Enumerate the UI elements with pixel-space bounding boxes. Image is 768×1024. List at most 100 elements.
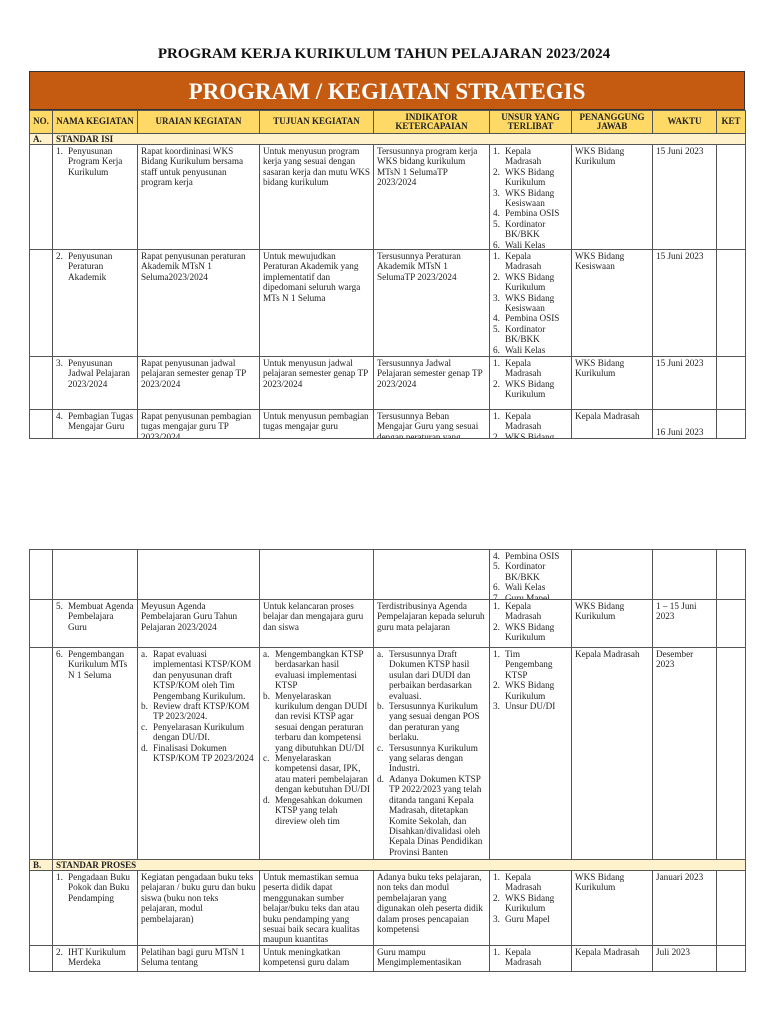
list-item: 4. Pembina OSIS — [493, 313, 568, 323]
cell-no — [29, 249, 53, 357]
list-marker: c. — [263, 753, 270, 764]
cell-indikator: Tersusunnya program kerja WKS bidang kur… — [373, 144, 490, 250]
nama-content: 1. Pengadaan Buku Pokok dan Buku Pendampi… — [53, 871, 137, 945]
list-item-text: Wali Kelas — [505, 582, 546, 593]
table-row: 4. Pembagian Tugas Mengajar Guru Rapat pen… — [29, 409, 746, 439]
list-item: 6. Wali Kelas — [493, 345, 568, 355]
list-marker: b. — [141, 701, 148, 712]
list-marker: a. — [263, 649, 270, 659]
list-item-text: Review draft KTSP/KOM TP 2023/2024. — [153, 701, 250, 722]
list-marker: a. — [141, 649, 148, 659]
cell-waktu: 15 Juni 2023 — [652, 144, 717, 250]
unsur-content: 1. Kepala Madrasah 2. WKS Bidang Kurikulum — [490, 357, 571, 409]
list-item: 7. Guru Mapel — [493, 593, 568, 599]
uraian-content: Rapat penyusunan peraturan Akademik MTsN… — [141, 251, 246, 282]
section-number: A. — [29, 133, 53, 145]
list-marker: 2. — [493, 378, 500, 389]
list-item: a. Tersusunnya Draft Dokumen KTSP hasil u… — [377, 649, 486, 701]
cell-waktu: Desember 2023 — [652, 647, 717, 860]
unsur-content: 4. Pembina OSIS 5. Kordinator BK/BKK 6. Wali … — [490, 550, 571, 599]
table-row: 2. Penyusunan Peraturan Akademik Rapat pen… — [29, 249, 746, 357]
cell-ket — [716, 356, 746, 410]
cell-no — [29, 945, 53, 972]
table-row: 1. Penyusunan Program Kerja Kurikulum Rapa… — [29, 144, 746, 250]
list-item: 2. WKS Bidang Kurikulum — [493, 893, 568, 914]
list-marker: 1. — [493, 601, 500, 611]
table-header-row: NO. NAMA KEGIATAN URAIAN KEGIATAN TUJUAN KE… — [29, 110, 746, 134]
cell-tujuan: Untuk menyusun program kerja yang sesuai… — [259, 144, 374, 250]
indikator-content: a. Tersusunnya Draft Dokumen KTSP hasil u… — [374, 648, 489, 859]
indikator-content: Tersusunnya Jadwal Pelajaran semester ge… — [377, 358, 483, 389]
list-marker: 2. — [493, 621, 500, 632]
list-item: b. Review draft KTSP/KOM TP 2023/2024. — [141, 701, 256, 722]
penanggung-content: Kepala Madrasah — [575, 947, 640, 957]
cell-no — [29, 549, 53, 600]
cell-unsur: 1. Tim Pengembang KTSP 2. WKS Bidang Kuriku… — [489, 647, 572, 860]
list-marker: 3. — [493, 187, 500, 198]
list-marker: 2. — [493, 680, 500, 691]
penanggung-content: WKS Bidang Kesiswaan — [575, 251, 625, 272]
column-header: NO. — [29, 110, 53, 134]
cell-uraian: Rapat koordininasi WKS Bidang Kurikulum … — [137, 144, 260, 250]
section-label-text: STANDAR PROSES — [56, 860, 137, 870]
list-item-text: IHT Kurikulum Merdeka — [68, 947, 126, 968]
table-row: 4. Pembina OSIS 5. Kordinator BK/BKK 6. Wali … — [29, 549, 746, 600]
list-marker: b. — [263, 690, 270, 701]
cell-unsur: 4. Pembina OSIS 5. Kordinator BK/BKK 6. Wali … — [489, 549, 572, 600]
list-item-text: WKS Bidang Kurikulum — [505, 892, 555, 914]
cell-no — [29, 647, 53, 860]
cell-no — [29, 144, 53, 250]
section-row: A. STANDAR ISI — [29, 133, 746, 145]
cell-waktu: Juli 2023 — [652, 945, 717, 972]
waktu-content: 16 Juni 2023 — [656, 427, 704, 437]
list-item-text: Kepala Madrasah — [505, 601, 542, 622]
indikator-content: Tersusunnya Beban Mengajar Guru yang ses… — [377, 411, 479, 438]
cell-unsur: 1. Kepala Madrasah 2. WKS Bidang Kurikulum — [489, 599, 572, 648]
unsur-content: 1. Kepala Madrasah — [490, 946, 571, 971]
list-marker: 6. — [493, 344, 500, 355]
cell-nama: 2. IHT Kurikulum Merdeka — [52, 945, 138, 972]
table-row: 5. Membuat Agenda Pembelajara Guru Meyusun… — [29, 599, 746, 648]
list-marker: 3. — [493, 701, 500, 712]
cell-no — [29, 599, 53, 648]
list-item-text: Tersusunnya Draft Dokumen KTSP hasil usu… — [389, 649, 472, 701]
list-item-text: Penyusunan Program Kerja Kurikulum — [68, 146, 123, 177]
list-item-text: Tersusunnya Kurikulum yang sesuai dengan… — [389, 701, 480, 743]
list-marker: d. — [141, 742, 148, 753]
cell-indikator: Tersusunnya Peraturan Akademik MTsN 1 Se… — [373, 249, 490, 357]
list-item: 1. Tim Pengembang KTSP — [493, 649, 568, 680]
list-marker: c. — [377, 742, 384, 753]
list-item-text: Mengesahkan dokumen KTSP yang telah dire… — [275, 794, 363, 826]
ket-content — [717, 946, 745, 971]
cell-tujuan: Untuk memastikan semua peserta didik dap… — [259, 870, 374, 946]
list-item: 3. WKS Bidang Kesiswaan — [493, 293, 568, 314]
column-header: URAIAN KEGIATAN — [137, 110, 260, 134]
cell-penanggung: Kepala Madrasah — [571, 647, 653, 860]
ket-content — [717, 145, 745, 249]
list-item: 3. Guru Mapel — [493, 914, 568, 924]
cell-ket — [716, 549, 746, 600]
cell-uraian: Rapat penyusunan peraturan Akademik MTsN… — [137, 249, 260, 357]
ket-content — [717, 250, 745, 356]
cell-indikator: Adanya buku teks pelajaran, non teks dan… — [373, 870, 490, 946]
list-marker: 1. — [493, 872, 500, 882]
program-table-page-2: 4. Pembina OSIS 5. Kordinator BK/BKK 6. Wali … — [29, 549, 746, 972]
list-item: 6. Wali Kelas — [493, 240, 568, 249]
uraian-content: Pelatihan bagi guru MTsN 1 Seluma tentan… — [141, 947, 245, 968]
waktu-content — [653, 550, 716, 599]
list-item-text: Kordinator BK/BKK — [505, 561, 546, 582]
list-marker: 1. — [493, 411, 500, 421]
list-marker: 1. — [493, 358, 500, 368]
section-number: B. — [29, 859, 53, 871]
uraian-content: a. Rapat evaluasi implementasi KTSP/KOM d… — [138, 648, 259, 859]
list-item-text: Finalisasi Dokumen KTSP/KOM TP 2023/2024 — [153, 742, 254, 764]
nama-content — [53, 550, 137, 599]
uraian-content: Rapat koordininasi WKS Bidang Kurikulum … — [141, 146, 244, 188]
unsur-content: 1. Kepala Madrasah 2. WKS Bidang Kurikulum — [490, 600, 571, 647]
list-item: 2. WKS Bidang Kurikulum — [493, 272, 568, 293]
